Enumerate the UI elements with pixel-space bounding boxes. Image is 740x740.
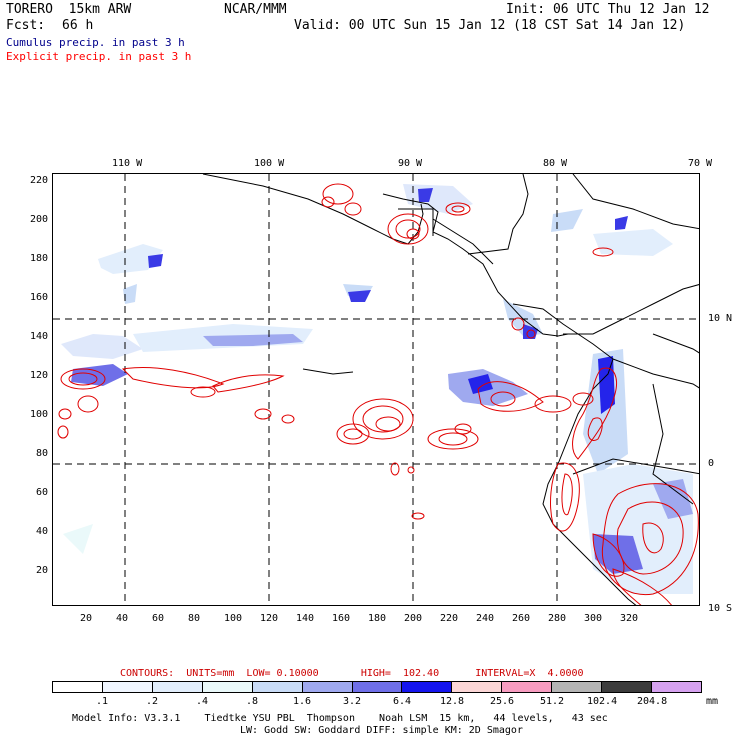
y-tick-label: 160 bbox=[29, 292, 48, 303]
legend-label: .1 bbox=[96, 696, 109, 707]
legend-label: 25.6 bbox=[490, 696, 515, 707]
x-tick-label: 300 bbox=[584, 613, 603, 624]
legend-swatch bbox=[402, 682, 453, 692]
forecast-hour: 66 h bbox=[62, 18, 94, 33]
y-tick-label: 220 bbox=[29, 175, 48, 186]
precip-map bbox=[52, 173, 700, 606]
latitude-label: 10 N bbox=[708, 313, 733, 324]
model-info: Model Info: V3.3.1 Tiedtke YSU PBL Thomp… bbox=[72, 713, 608, 724]
latlon-grid bbox=[53, 174, 699, 605]
y-tick-label: 60 bbox=[35, 487, 48, 498]
x-tick-label: 280 bbox=[548, 613, 567, 624]
legend-label: 6.4 bbox=[393, 696, 412, 707]
latitude-label: 0 bbox=[708, 458, 715, 469]
legend-swatch bbox=[652, 682, 701, 692]
longitude-label: 70 W bbox=[688, 158, 713, 169]
longitude-label: 100 W bbox=[254, 158, 285, 169]
y-tick-label: 100 bbox=[29, 409, 48, 420]
legend-label: 1.6 bbox=[293, 696, 312, 707]
x-tick-label: 140 bbox=[296, 613, 315, 624]
legend-swatch bbox=[452, 682, 503, 692]
latitude-label: 10 S bbox=[708, 603, 733, 614]
legend-swatch bbox=[252, 682, 303, 692]
org-label: NCAR/MMM bbox=[224, 2, 287, 17]
legend-swatch bbox=[202, 682, 253, 692]
map-canvas bbox=[53, 174, 699, 605]
legend-swatch bbox=[53, 682, 103, 692]
legend-swatch bbox=[552, 682, 603, 692]
x-tick-label: 60 bbox=[152, 613, 165, 624]
x-tick-label: 100 bbox=[224, 613, 243, 624]
model-physics: LW: Godd SW: Goddard DIFF: simple KM: 2D… bbox=[240, 725, 523, 736]
explicit-precip-contours bbox=[57, 183, 699, 605]
legend-label: .4 bbox=[196, 696, 209, 707]
valid-time: Valid: 00 UTC Sun 15 Jan 12 (18 CST Sat … bbox=[294, 18, 686, 33]
legend-swatch bbox=[102, 682, 153, 692]
y-tick-label: 80 bbox=[35, 448, 48, 459]
y-tick-label: 180 bbox=[29, 253, 48, 264]
model-title: TORERO 15km ARW bbox=[6, 2, 132, 17]
legend-label: 204.8 bbox=[637, 696, 668, 707]
y-tick-label: 140 bbox=[29, 331, 48, 342]
x-tick-label: 260 bbox=[512, 613, 531, 624]
init-time: Init: 06 UTC Thu 12 Jan 12 bbox=[506, 2, 710, 17]
longitude-label: 80 W bbox=[543, 158, 568, 169]
x-tick-label: 40 bbox=[116, 613, 129, 624]
legend-swatch bbox=[502, 682, 553, 692]
legend-label: 12.8 bbox=[440, 696, 465, 707]
legend-swatch bbox=[152, 682, 203, 692]
legend-label: 102.4 bbox=[587, 696, 618, 707]
legend-label: .8 bbox=[246, 696, 259, 707]
legend-unit: mm bbox=[706, 696, 719, 707]
y-tick-label: 200 bbox=[29, 214, 48, 225]
legend-label: 51.2 bbox=[540, 696, 565, 707]
x-tick-label: 180 bbox=[368, 613, 387, 624]
x-tick-label: 200 bbox=[404, 613, 423, 624]
legend-swatch bbox=[352, 682, 403, 692]
x-tick-label: 160 bbox=[332, 613, 351, 624]
longitude-label: 110 W bbox=[112, 158, 143, 169]
x-tick-label: 220 bbox=[440, 613, 459, 624]
y-tick-label: 120 bbox=[29, 370, 48, 381]
x-tick-label: 80 bbox=[188, 613, 201, 624]
longitude-label: 90 W bbox=[398, 158, 423, 169]
legend-label: .2 bbox=[146, 696, 159, 707]
cumulus-precip-patches bbox=[61, 184, 693, 594]
legend-swatch bbox=[602, 682, 653, 692]
precip-color-legend bbox=[52, 681, 702, 693]
x-tick-label: 120 bbox=[260, 613, 279, 624]
legend-label: 3.2 bbox=[343, 696, 362, 707]
y-tick-label: 20 bbox=[35, 565, 48, 576]
field-cumulus-label: Cumulus precip. in past 3 h bbox=[6, 36, 185, 49]
x-tick-label: 320 bbox=[620, 613, 639, 624]
x-tick-label: 240 bbox=[476, 613, 495, 624]
forecast-label: Fcst: bbox=[6, 18, 46, 33]
coastlines bbox=[202, 174, 699, 605]
x-tick-label: 20 bbox=[80, 613, 93, 624]
legend-swatch bbox=[302, 682, 353, 692]
y-tick-label: 40 bbox=[35, 526, 48, 537]
field-explicit-label: Explicit precip. in past 3 h bbox=[6, 50, 192, 63]
contours-info: CONTOURS: UNITS=mm LOW= 0.10000 HIGH= 10… bbox=[120, 668, 584, 679]
